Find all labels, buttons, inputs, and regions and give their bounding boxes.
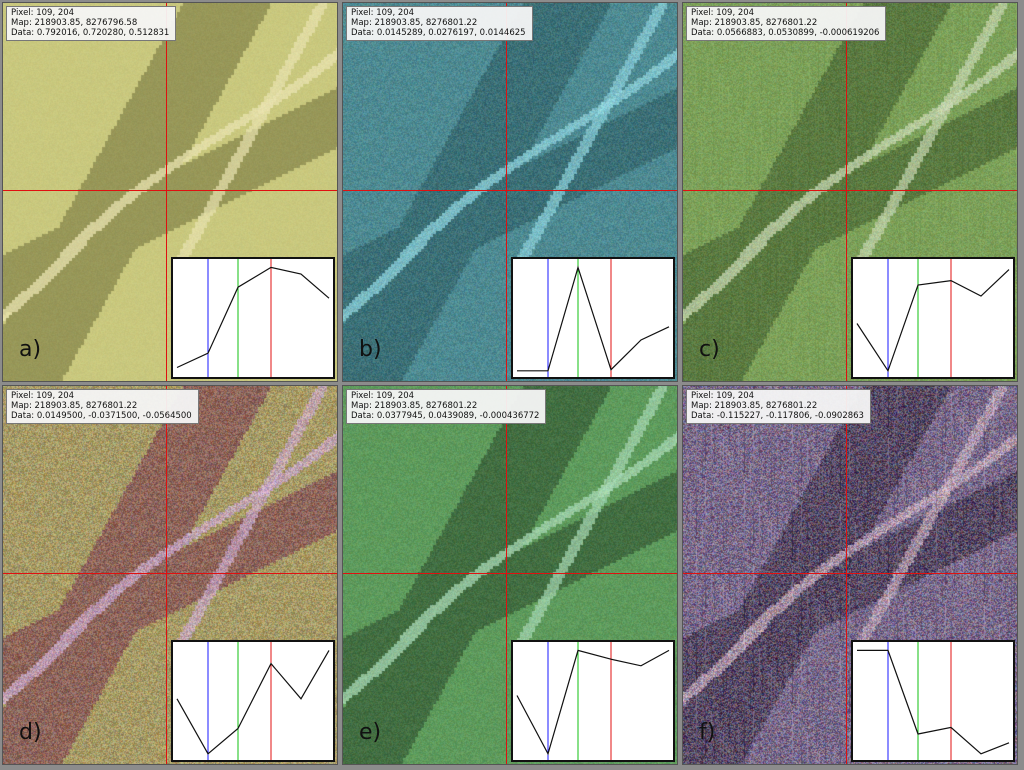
- panel-label: a): [19, 337, 42, 362]
- data-values: Data: 0.792016, 0.720280, 0.512831: [11, 28, 170, 38]
- spectral-curve: [857, 649, 1010, 755]
- pixel-coordinates: Pixel: 109, 204: [691, 8, 755, 18]
- pixel-coordinates: Pixel: 109, 204: [691, 391, 755, 401]
- image-panel-e[interactable]: Pixel: 109, 204 Map: 218903.85, 8276801.…: [342, 385, 678, 765]
- data-values: Data: 0.0566883, 0.0530899, -0.000619206: [691, 28, 880, 38]
- crosshair-horizontal: [683, 573, 1017, 574]
- crosshair-vertical: [506, 3, 507, 381]
- data-values: Data: 0.0377945, 0.0439089, -0.000436772: [351, 411, 540, 421]
- crosshair-horizontal: [683, 190, 1017, 191]
- image-panel-d[interactable]: Pixel: 109, 204 Map: 218903.85, 8276801.…: [2, 385, 338, 765]
- spectral-profile-plot: [171, 257, 335, 379]
- image-panel-b[interactable]: Pixel: 109, 204 Map: 218903.85, 8276801.…: [342, 2, 678, 382]
- crosshair-horizontal: [343, 190, 677, 191]
- data-values: Data: 0.0145289, 0.0276197, 0.0144625: [351, 28, 526, 38]
- crosshair-vertical: [166, 386, 167, 764]
- crosshair-vertical: [846, 386, 847, 764]
- crosshair-horizontal: [3, 190, 337, 191]
- map-coordinates: Map: 218903.85, 8276796.58: [11, 18, 138, 28]
- crosshair-horizontal: [3, 573, 337, 574]
- panel-label: e): [359, 720, 382, 745]
- spectral-curve: [856, 269, 1010, 373]
- image-panel-a[interactable]: Pixel: 109, 204 Map: 218903.85, 8276796.…: [2, 2, 338, 382]
- spectral-profile-plot: [171, 640, 335, 762]
- crosshair-vertical: [846, 3, 847, 381]
- image-panel-c[interactable]: Pixel: 109, 204 Map: 218903.85, 8276801.…: [682, 2, 1018, 382]
- pixel-coordinates: Pixel: 109, 204: [11, 391, 75, 401]
- panel-label: f): [699, 720, 716, 745]
- spectral-curve: [517, 265, 670, 372]
- pixel-info-box: Pixel: 109, 204 Map: 218903.85, 8276801.…: [346, 6, 533, 41]
- pixel-coordinates: Pixel: 109, 204: [351, 8, 415, 18]
- data-values: Data: -0.115227, -0.117806, -0.0902863: [691, 411, 864, 421]
- pixel-info-box: Pixel: 109, 204 Map: 218903.85, 8276801.…: [6, 389, 199, 424]
- image-panel-f[interactable]: Pixel: 109, 204 Map: 218903.85, 8276801.…: [682, 385, 1018, 765]
- spectral-profile-plot: [511, 640, 675, 762]
- map-coordinates: Map: 218903.85, 8276801.22: [11, 401, 138, 411]
- panel-label: b): [359, 337, 382, 362]
- map-coordinates: Map: 218903.85, 8276801.22: [351, 401, 478, 411]
- pixel-info-box: Pixel: 109, 204 Map: 218903.85, 8276801.…: [686, 6, 887, 41]
- pixel-coordinates: Pixel: 109, 204: [351, 391, 415, 401]
- spectral-profile-plot: [851, 257, 1015, 379]
- spectral-curve: [516, 649, 670, 756]
- panel-label: d): [19, 720, 42, 745]
- pixel-info-box: Pixel: 109, 204 Map: 218903.85, 8276801.…: [686, 389, 871, 424]
- data-values: Data: 0.0149500, -0.0371500, -0.0564500: [11, 411, 192, 421]
- spectral-profile-plot: [851, 640, 1015, 762]
- crosshair-horizontal: [343, 573, 677, 574]
- spectral-curve: [176, 650, 330, 755]
- pixel-coordinates: Pixel: 109, 204: [11, 8, 75, 18]
- map-coordinates: Map: 218903.85, 8276801.22: [691, 401, 818, 411]
- pixel-info-box: Pixel: 109, 204 Map: 218903.85, 8276796.…: [6, 6, 177, 41]
- spectral-curve: [176, 266, 330, 369]
- map-coordinates: Map: 218903.85, 8276801.22: [691, 18, 818, 28]
- panel-label: c): [699, 337, 720, 362]
- crosshair-vertical: [506, 386, 507, 764]
- spectral-profile-plot: [511, 257, 675, 379]
- pixel-info-box: Pixel: 109, 204 Map: 218903.85, 8276801.…: [346, 389, 547, 424]
- crosshair-vertical: [166, 3, 167, 381]
- map-coordinates: Map: 218903.85, 8276801.22: [351, 18, 478, 28]
